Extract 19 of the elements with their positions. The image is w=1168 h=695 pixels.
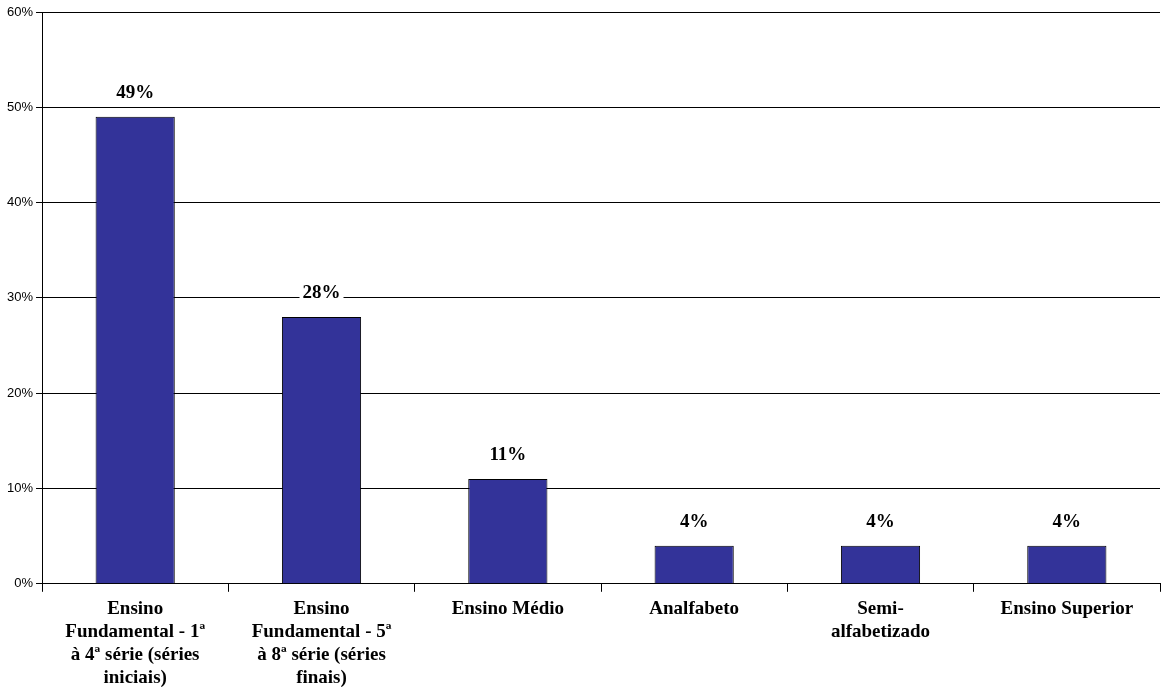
y-tick-label: 20% bbox=[6, 384, 34, 400]
x-tick-label: Ensino Fundamental - 5ª à 8ª série (séries finais) bbox=[251, 597, 392, 688]
y-tick-label: 10% bbox=[6, 480, 34, 496]
x-tick-label: Ensino Fundamental - 1ª à 4ª série (séries iniciais) bbox=[65, 597, 206, 688]
x-tick-label: Semi-alfabetizado bbox=[830, 597, 931, 641]
data-label: 4% bbox=[1052, 510, 1082, 532]
y-tick-label: 50% bbox=[6, 98, 34, 114]
data-label: 49% bbox=[116, 81, 155, 103]
data-label: 28% bbox=[302, 281, 341, 303]
y-tick-label: 30% bbox=[6, 289, 34, 305]
y-tick-label: 60% bbox=[6, 3, 34, 19]
data-label: 4% bbox=[679, 510, 709, 532]
y-tick-label: 0% bbox=[14, 575, 34, 591]
x-tick-label: Ensino Médio bbox=[451, 597, 565, 619]
x-tick-label: Ensino Superior bbox=[1000, 597, 1134, 619]
data-label: 4% bbox=[866, 510, 895, 532]
x-tick-label: Analfabeto bbox=[649, 597, 740, 619]
data-label: 11% bbox=[489, 443, 527, 465]
y-tick-label: 40% bbox=[6, 194, 34, 210]
